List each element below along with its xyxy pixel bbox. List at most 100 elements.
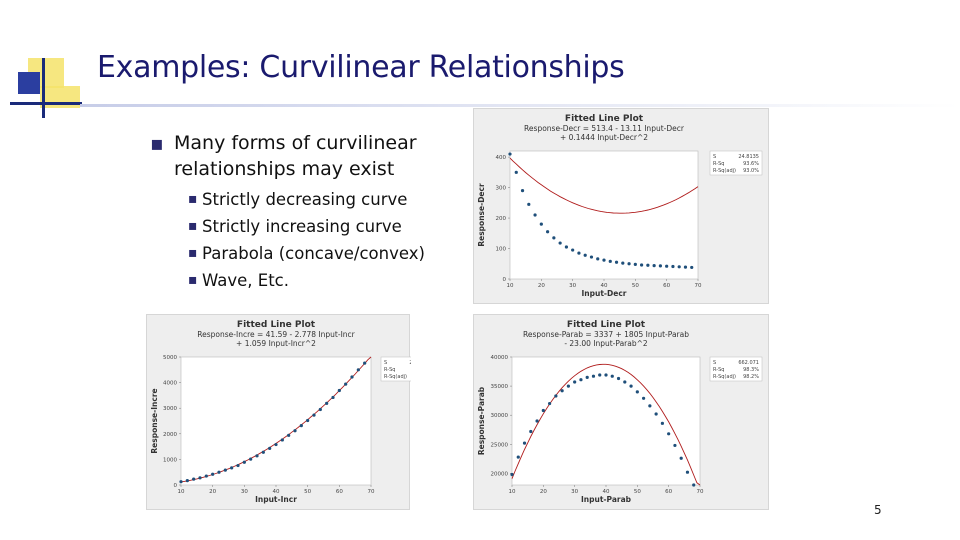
x-tick-label: 20 [540,489,547,495]
x-tick-label: 60 [665,489,672,495]
logo-vertical-line [42,58,45,118]
data-point [671,264,675,269]
x-tick-label: 10 [507,283,514,289]
logo-horizontal-line [10,102,82,105]
data-point [516,455,520,459]
data-point [350,375,354,379]
fitted-line [511,363,701,486]
data-point [577,251,581,255]
stat-label: S [713,154,716,160]
chart-equation-line2: - 23.00 Input-Parab^2 [564,339,648,348]
data-point [508,152,512,156]
sub-bullet: Wave, Etc. [188,267,450,294]
data-point [616,376,621,381]
data-point [677,265,681,269]
stat-value: 98.2% [743,374,759,380]
x-tick-label: 50 [634,489,641,495]
data-point [633,262,637,266]
data-point [306,418,310,423]
stat-label: S [713,360,716,366]
data-point [646,263,650,267]
data-point [596,257,600,261]
data-point [546,230,550,234]
data-point [564,245,568,249]
data-point [573,380,577,384]
data-point [642,396,646,400]
data-point [692,483,696,487]
stat-value: 662.071 [738,360,759,366]
data-point [589,255,594,259]
y-tick-label: 3000 [163,406,177,412]
stat-value: 98.3% [743,367,759,373]
y-tick-label: 40000 [491,355,509,361]
data-point [679,456,683,460]
data-point [629,384,633,388]
x-tick-label: 30 [569,283,576,289]
data-point [658,264,662,268]
stat-value: 24.8135 [738,154,759,160]
fitted-line [509,157,699,214]
data-point [652,263,656,268]
x-tick-label: 10 [178,489,185,495]
data-point [548,401,552,406]
y-tick-label: 25000 [491,442,509,448]
y-tick-label: 0 [174,483,178,489]
data-point [667,432,671,436]
stat-label: R-Sq(adj) [713,168,736,174]
stat-value: 93.6% [743,161,759,167]
sub-bullet: Parabola (concave/convex) [188,240,450,267]
data-point [683,265,688,269]
data-point [198,476,202,480]
data-point [566,384,570,388]
data-point [579,378,583,382]
sub-bullet: Strictly decreasing curve [188,186,450,213]
plot-parabola: Fitted Line Plot Response-Parab = 3337 + … [473,314,769,510]
data-point [627,262,631,266]
data-point [274,442,278,447]
chart-equation-line1: Response-Decr = 513.4 - 13.11 Input-Decr [524,124,685,133]
data-point [598,373,602,377]
stat-label: R-Sq [713,367,724,373]
data-point [571,248,575,252]
data-point [535,419,539,423]
x-tick-label: 20 [209,489,216,495]
data-point [591,374,596,378]
data-point [344,382,348,386]
stat-label: R-Sq(adj) [384,374,407,380]
plot-decreasing: Fitted Line Plot Response-Decr = 513.4 - … [473,108,769,304]
data-point [318,407,322,412]
stat-value: 22.4640 [409,360,411,366]
x-tick-label: 60 [336,489,343,495]
page-number: 5 [874,503,882,517]
data-point [510,472,514,477]
x-tick-label: 40 [273,489,280,495]
data-point [640,263,644,267]
y-tick-label: 200 [496,216,507,222]
chart-title: Fitted Line Plot [567,320,646,330]
stats-box [380,356,411,382]
data-point [583,253,587,257]
data-point [192,477,196,481]
y-tick-label: 300 [496,186,507,192]
data-point [223,468,227,472]
data-point [541,408,545,413]
stat-label: R-Sq(adj) [713,374,736,380]
data-point [527,202,531,206]
data-point [522,441,527,445]
data-point [236,463,240,468]
data-point [356,368,360,372]
data-point [268,446,272,450]
data-point [230,466,234,470]
data-point [337,388,341,393]
chart-title: Fitted Line Plot [565,114,644,124]
data-point [287,433,291,437]
data-point [610,374,614,378]
y-axis-label: Response-Decr [477,183,486,247]
x-tick-label: 10 [509,489,516,495]
chart-title: Fitted Line Plot [237,320,316,330]
data-point [217,470,221,474]
y-tick-label: 1000 [163,457,177,463]
bullet-list: Many forms of curvilinear relationships … [150,130,450,294]
